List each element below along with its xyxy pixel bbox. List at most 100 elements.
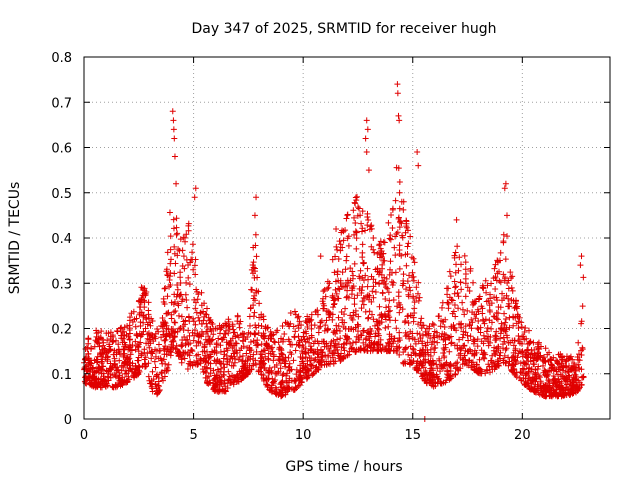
data-point bbox=[126, 330, 133, 337]
data-point bbox=[130, 308, 137, 315]
data-point bbox=[126, 314, 133, 321]
data-point bbox=[472, 315, 479, 322]
data-point bbox=[371, 249, 378, 256]
data-point bbox=[365, 167, 372, 174]
data-point bbox=[170, 309, 177, 316]
data-point bbox=[162, 285, 169, 292]
data-point bbox=[279, 322, 286, 329]
data-point bbox=[430, 367, 437, 374]
data-point bbox=[488, 319, 495, 326]
data-point bbox=[510, 313, 517, 320]
data-point bbox=[205, 337, 212, 344]
data-point bbox=[170, 126, 177, 133]
data-point bbox=[100, 373, 107, 380]
data-point bbox=[294, 314, 301, 321]
data-point bbox=[292, 377, 299, 384]
data-point bbox=[488, 325, 495, 332]
data-point bbox=[175, 302, 182, 309]
data-point bbox=[351, 295, 358, 302]
data-point bbox=[427, 352, 434, 359]
data-point bbox=[358, 220, 365, 227]
data-point bbox=[385, 323, 392, 330]
data-point bbox=[394, 90, 401, 97]
data-point bbox=[488, 364, 495, 371]
data-point bbox=[446, 268, 453, 275]
data-point bbox=[94, 339, 101, 346]
data-point bbox=[500, 341, 506, 348]
data-point bbox=[577, 262, 584, 269]
data-point bbox=[459, 306, 466, 313]
data-point bbox=[509, 273, 516, 280]
data-point bbox=[182, 349, 189, 356]
data-point bbox=[462, 293, 469, 300]
data-point bbox=[532, 369, 539, 376]
data-point bbox=[163, 333, 170, 340]
data-point bbox=[510, 342, 517, 349]
data-point bbox=[544, 372, 551, 379]
data-point bbox=[487, 357, 494, 364]
data-point bbox=[283, 377, 290, 384]
data-point bbox=[399, 282, 406, 289]
data-point bbox=[364, 283, 371, 290]
data-point bbox=[343, 294, 350, 301]
data-point bbox=[154, 371, 161, 378]
data-point bbox=[454, 290, 461, 297]
data-point bbox=[368, 243, 375, 250]
data-point bbox=[466, 357, 473, 364]
data-point bbox=[250, 351, 257, 358]
data-point bbox=[272, 370, 279, 377]
data-point bbox=[523, 361, 530, 368]
data-point bbox=[300, 344, 307, 351]
data-point bbox=[286, 366, 293, 373]
data-point bbox=[413, 295, 420, 302]
data-point bbox=[425, 351, 432, 358]
data-point bbox=[239, 337, 246, 344]
data-point bbox=[492, 285, 499, 292]
data-point bbox=[408, 254, 415, 261]
data-point bbox=[364, 210, 371, 217]
data-point bbox=[542, 393, 549, 400]
data-point bbox=[393, 325, 400, 332]
data-point bbox=[120, 353, 127, 360]
data-point bbox=[126, 365, 133, 372]
data-point bbox=[146, 336, 153, 343]
data-point bbox=[216, 330, 223, 337]
data-point bbox=[330, 301, 337, 308]
data-point bbox=[258, 322, 265, 329]
data-point bbox=[138, 352, 145, 359]
data-point bbox=[154, 387, 161, 394]
data-point bbox=[161, 319, 168, 326]
data-point bbox=[386, 317, 393, 324]
data-point bbox=[286, 338, 293, 345]
data-point bbox=[216, 386, 223, 393]
data-point bbox=[390, 296, 397, 303]
data-point bbox=[467, 265, 474, 272]
data-point bbox=[295, 313, 302, 320]
data-point bbox=[327, 358, 334, 365]
data-point bbox=[270, 353, 277, 360]
data-point bbox=[383, 304, 390, 311]
data-point bbox=[516, 336, 523, 343]
data-point bbox=[282, 358, 289, 365]
data-point bbox=[157, 347, 164, 354]
data-point bbox=[358, 305, 365, 312]
data-point bbox=[141, 356, 148, 363]
data-point bbox=[160, 299, 167, 306]
data-point bbox=[90, 364, 97, 371]
data-point bbox=[371, 339, 378, 346]
data-point bbox=[336, 353, 343, 360]
data-point bbox=[406, 284, 413, 291]
data-point bbox=[572, 371, 579, 378]
data-point bbox=[474, 325, 481, 332]
data-point bbox=[518, 319, 525, 326]
data-point bbox=[401, 358, 408, 365]
y-tick-label: 0.6 bbox=[51, 142, 72, 157]
data-point bbox=[535, 339, 542, 346]
data-point bbox=[335, 314, 342, 321]
data-point bbox=[441, 346, 448, 353]
data-point bbox=[451, 324, 458, 331]
data-point bbox=[117, 325, 124, 332]
data-point bbox=[396, 250, 403, 257]
data-point bbox=[161, 337, 168, 344]
data-point bbox=[203, 305, 210, 312]
